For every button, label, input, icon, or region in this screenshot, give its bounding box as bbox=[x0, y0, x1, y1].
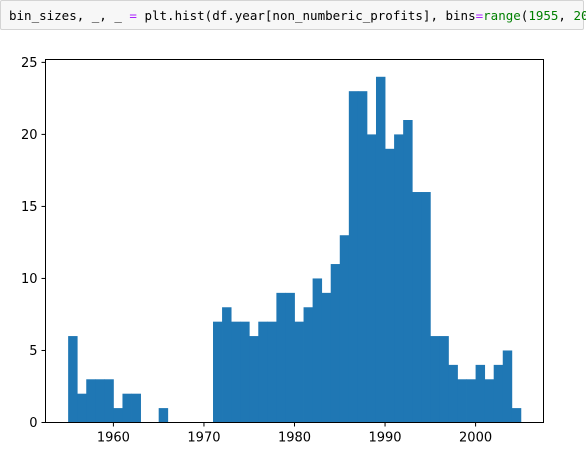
histogram-bar bbox=[475, 364, 486, 423]
histogram-bar bbox=[366, 134, 377, 423]
code-text: ( bbox=[520, 8, 529, 23]
y-tick-label: 10 bbox=[21, 272, 38, 287]
code-text: , bbox=[558, 8, 574, 23]
y-tick-label: 15 bbox=[21, 200, 38, 215]
ticks-group: 1960 1970 1980 1990 2000 0 5 10 15 20 25 bbox=[21, 56, 492, 446]
code-operator: = bbox=[129, 8, 137, 23]
histogram-bar bbox=[357, 91, 368, 423]
histogram-bar bbox=[113, 408, 123, 423]
code-cell[interactable]: bin_sizes, _, _ = plt.hist(df.year[non_n… bbox=[0, 0, 586, 30]
histogram-bar bbox=[394, 134, 404, 423]
histogram-bar bbox=[122, 393, 132, 423]
code-text: bin_sizes, _, _ bbox=[9, 8, 130, 23]
histogram-bar bbox=[131, 393, 141, 423]
code-number: 2006 bbox=[573, 8, 586, 23]
histogram-bar bbox=[403, 120, 413, 423]
histogram-bar bbox=[240, 321, 250, 423]
histogram-bar bbox=[158, 408, 169, 423]
bars-group bbox=[68, 76, 522, 423]
histogram-bar bbox=[258, 321, 268, 423]
histogram-bar bbox=[285, 292, 295, 423]
code-builtin: range bbox=[483, 8, 521, 23]
histogram-bar bbox=[466, 379, 476, 423]
histogram-bar bbox=[294, 321, 304, 423]
histogram-bar bbox=[484, 379, 495, 423]
code-text: plt.hist(df.year[non_numberic_profits], … bbox=[136, 8, 476, 23]
code-number: 1955 bbox=[528, 8, 559, 23]
histogram-bar bbox=[321, 292, 332, 423]
histogram-bar bbox=[421, 192, 431, 423]
histogram-bar bbox=[104, 379, 114, 423]
y-tick-label: 25 bbox=[21, 56, 38, 71]
histogram-bar bbox=[249, 336, 259, 423]
x-tick-label: 1960 bbox=[97, 431, 130, 446]
histogram-bar bbox=[312, 278, 323, 423]
y-tick-label: 5 bbox=[29, 344, 37, 359]
histogram-bar bbox=[448, 364, 458, 423]
histogram-bar bbox=[348, 91, 359, 423]
histogram-bar bbox=[95, 379, 105, 423]
histogram-bar bbox=[231, 321, 241, 423]
histogram-bar bbox=[385, 148, 395, 423]
histogram-bar bbox=[213, 321, 223, 423]
x-tick-label: 1990 bbox=[368, 431, 401, 446]
x-tick-label: 1970 bbox=[187, 431, 220, 446]
histogram-bar bbox=[339, 235, 350, 423]
histogram-bar bbox=[303, 307, 314, 423]
histogram-bar bbox=[493, 364, 504, 423]
x-tick-label: 2000 bbox=[459, 431, 492, 446]
y-tick-label: 20 bbox=[21, 128, 38, 143]
histogram-bar bbox=[457, 379, 467, 423]
histogram-bar bbox=[77, 393, 87, 423]
histogram-bar bbox=[375, 76, 386, 423]
histogram-bar bbox=[511, 408, 522, 423]
x-tick-label: 1980 bbox=[278, 431, 311, 446]
code-line[interactable]: bin_sizes, _, _ = plt.hist(df.year[non_n… bbox=[9, 8, 586, 23]
histogram-bar bbox=[267, 321, 277, 423]
histogram-chart: 1960 1970 1980 1990 2000 0 5 10 15 20 25 bbox=[21, 56, 544, 446]
histogram-bar bbox=[430, 336, 440, 423]
histogram-bar bbox=[86, 379, 96, 423]
histogram-bar bbox=[502, 350, 513, 423]
histogram-bar bbox=[439, 336, 449, 423]
code-operator: = bbox=[475, 8, 484, 23]
histogram-bar bbox=[222, 307, 232, 423]
histogram-bar bbox=[276, 292, 286, 423]
y-tick-label: 0 bbox=[29, 416, 37, 431]
histogram-bar bbox=[330, 264, 341, 423]
histogram-bar bbox=[68, 336, 78, 423]
histogram-bar bbox=[412, 192, 422, 423]
